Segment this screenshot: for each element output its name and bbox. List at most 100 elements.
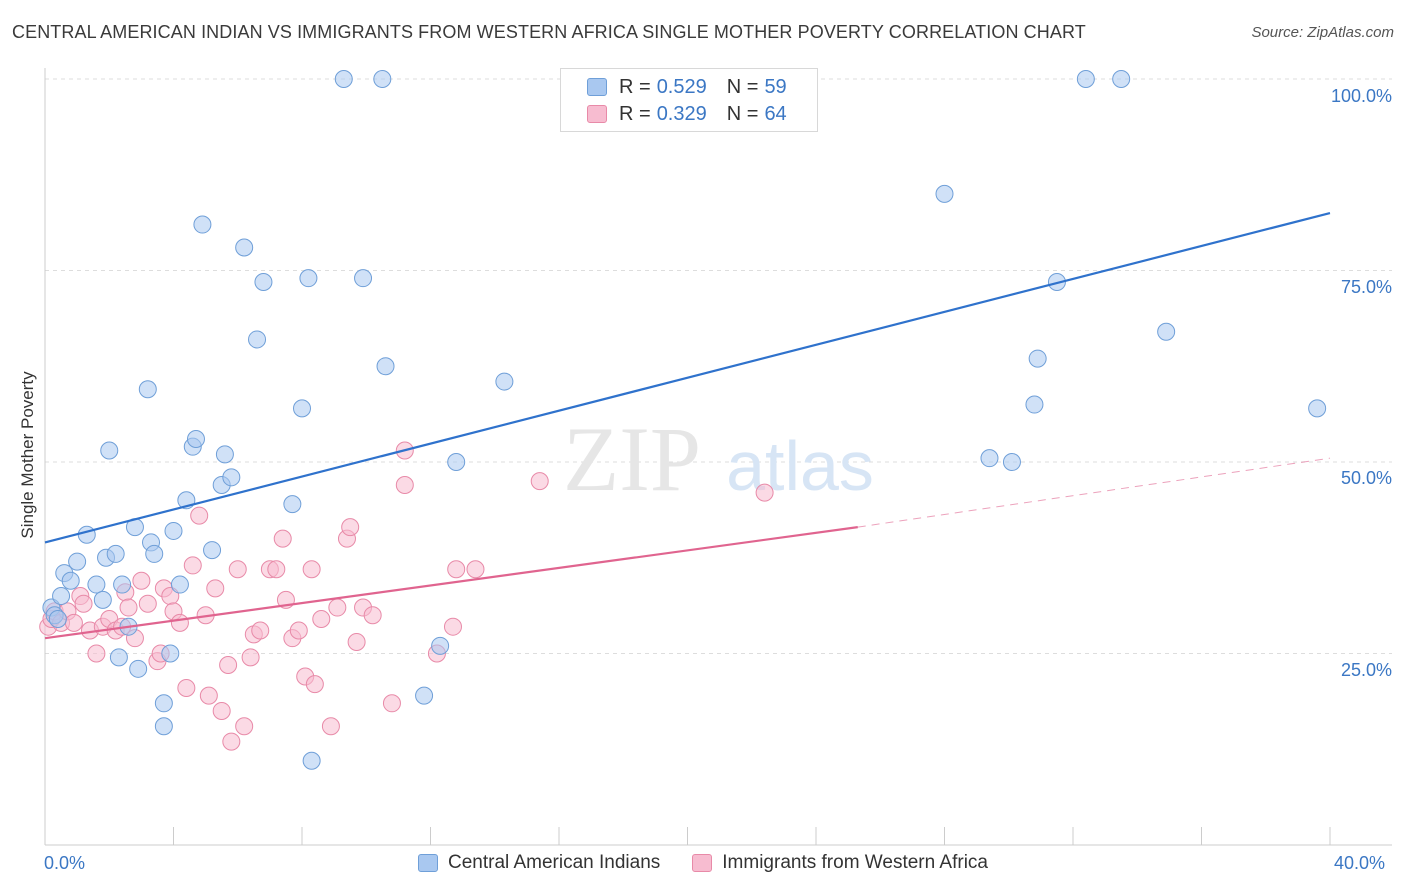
point-central-american-indians <box>254 272 273 291</box>
point-immigrants-western-africa <box>222 732 241 751</box>
point-central-american-indians <box>334 70 353 88</box>
point-immigrants-western-africa <box>64 613 83 632</box>
legend-item-central-american-indians[interactable]: Central American Indians <box>418 852 660 874</box>
legend-r-value: 0.329 <box>656 102 707 125</box>
point-immigrants-western-africa <box>347 633 366 652</box>
point-immigrants-western-africa <box>289 621 308 640</box>
point-central-american-indians <box>415 686 434 705</box>
point-immigrants-western-africa <box>466 560 485 579</box>
point-central-american-indians <box>1025 395 1044 414</box>
point-central-american-indians <box>447 453 466 471</box>
point-central-american-indians <box>1308 399 1327 418</box>
x-tick-min: 0.0% <box>44 853 86 873</box>
y-axis-label: Single Mother Poverty <box>18 371 37 539</box>
point-immigrants-western-africa <box>183 556 202 575</box>
point-central-american-indians <box>161 644 180 663</box>
y-tick-25: 25.0% <box>1340 660 1392 680</box>
point-immigrants-western-africa <box>241 648 260 667</box>
y-tick-75: 75.0% <box>1340 277 1392 297</box>
point-immigrants-western-africa <box>328 598 347 617</box>
y-tick-50: 50.0% <box>1340 468 1392 488</box>
point-central-american-indians <box>373 70 392 88</box>
watermark-atlas: atlas <box>726 427 874 505</box>
point-immigrants-western-africa <box>170 613 189 632</box>
x-tick-max: 40.0% <box>1334 853 1386 873</box>
point-central-american-indians <box>61 571 80 590</box>
point-immigrants-western-africa <box>177 678 196 697</box>
point-immigrants-western-africa <box>321 717 340 736</box>
legend-r-value: 0.529 <box>656 75 707 98</box>
legend-swatch-blue <box>418 854 438 872</box>
legend-item-immigrants-western-africa[interactable]: Immigrants from Western Africa <box>692 852 988 874</box>
point-central-american-indians <box>154 717 173 736</box>
point-immigrants-western-africa <box>530 472 549 491</box>
legend-n-value: 59 <box>764 75 787 98</box>
legend-label: Central American Indians <box>448 852 661 873</box>
axes <box>44 68 1392 846</box>
trendline-central-american-indians <box>44 211 1331 544</box>
point-central-american-indians <box>215 445 234 464</box>
point-central-american-indians <box>186 430 205 449</box>
legend-row-pink: R = 0.329 N = 64 <box>587 101 787 127</box>
legend-n-label: N = <box>726 75 759 98</box>
point-immigrants-western-africa <box>190 506 209 525</box>
point-central-american-indians <box>302 751 321 770</box>
point-central-american-indians <box>145 544 164 563</box>
point-central-american-indians <box>293 399 311 418</box>
point-central-american-indians <box>52 587 71 606</box>
gridlines <box>45 78 1392 654</box>
point-central-american-indians <box>283 495 302 514</box>
point-central-american-indians <box>248 330 267 349</box>
point-immigrants-western-africa <box>267 560 286 579</box>
point-central-american-indians <box>376 357 395 376</box>
point-central-american-indians <box>68 552 87 571</box>
point-central-american-indians <box>980 449 999 468</box>
point-central-american-indians <box>113 575 132 594</box>
point-immigrants-western-africa <box>212 701 231 720</box>
point-immigrants-western-africa <box>305 675 324 694</box>
point-immigrants-western-africa <box>395 475 414 494</box>
point-central-american-indians <box>193 215 212 234</box>
point-central-american-indians <box>109 648 128 667</box>
legend-r-label: R = <box>619 102 651 125</box>
point-immigrants-western-africa <box>132 571 151 590</box>
point-immigrants-western-africa <box>447 560 466 579</box>
legend-label: Immigrants from Western Africa <box>722 852 988 873</box>
point-immigrants-western-africa <box>228 560 247 579</box>
point-immigrants-western-africa <box>382 694 401 713</box>
trendline-extension-immigrants-western-africa <box>857 457 1331 528</box>
point-immigrants-western-africa <box>302 560 321 579</box>
legend-n-value: 64 <box>764 102 787 125</box>
point-immigrants-western-africa <box>312 610 331 629</box>
point-central-american-indians <box>495 372 514 391</box>
point-central-american-indians <box>93 590 112 609</box>
trend-lines <box>44 211 1331 640</box>
point-immigrants-western-africa <box>755 483 774 502</box>
point-immigrants-western-africa <box>219 655 238 674</box>
point-central-american-indians <box>935 184 954 203</box>
point-central-american-indians <box>138 380 157 399</box>
point-central-american-indians <box>431 636 450 655</box>
point-central-american-indians <box>203 541 222 560</box>
point-central-american-indians <box>154 694 173 713</box>
point-central-american-indians <box>1112 70 1131 88</box>
watermark: ZIP atlas <box>563 408 874 510</box>
point-immigrants-western-africa <box>119 598 138 617</box>
point-immigrants-western-africa <box>138 594 157 613</box>
point-central-american-indians <box>106 544 125 563</box>
legend-row-blue: R = 0.529 N = 59 <box>587 74 787 100</box>
point-central-american-indians <box>299 269 318 288</box>
point-central-american-indians <box>87 575 106 594</box>
source-label: Source: ZipAtlas.com <box>1251 24 1394 41</box>
legend-r-label: R = <box>619 75 651 98</box>
point-immigrants-western-africa <box>363 606 382 625</box>
point-central-american-indians <box>48 610 67 629</box>
stats-legend: R = 0.529 N = 59 R = 0.329 N = 64 <box>560 68 818 132</box>
point-central-american-indians <box>222 468 241 487</box>
point-immigrants-western-africa <box>341 518 360 537</box>
point-immigrants-western-africa <box>206 579 225 598</box>
point-immigrants-western-africa <box>251 621 270 640</box>
point-central-american-indians <box>1076 70 1095 88</box>
series-legend: Central American Indians Immigrants from… <box>0 852 1406 874</box>
